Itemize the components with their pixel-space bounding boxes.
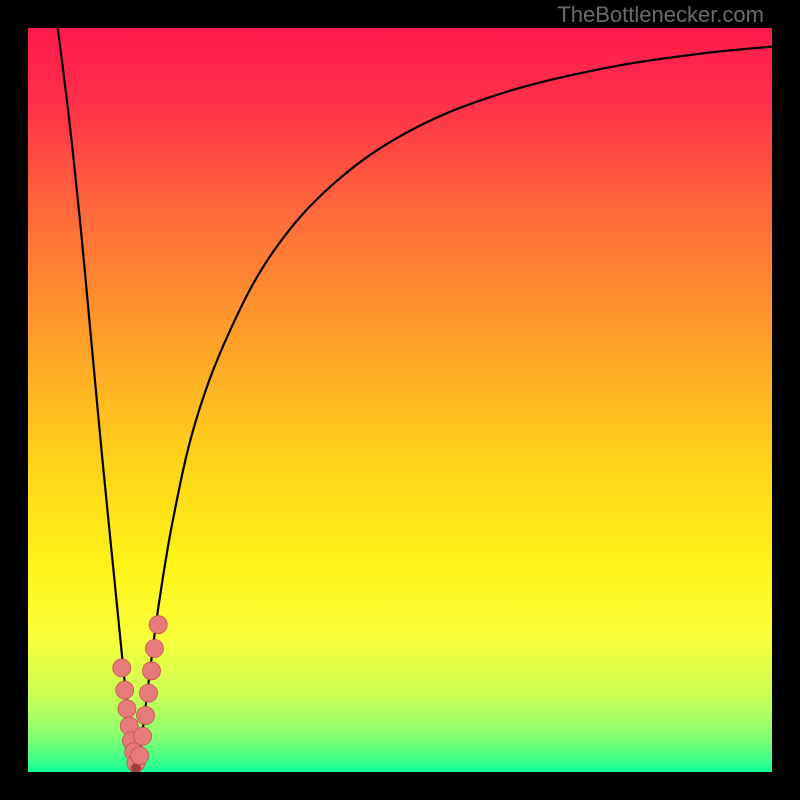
data-marker	[116, 681, 134, 699]
data-marker	[140, 684, 158, 702]
data-marker	[113, 659, 131, 677]
data-marker	[118, 700, 136, 718]
plot-area	[28, 28, 772, 772]
data-marker	[149, 616, 167, 634]
data-marker	[131, 747, 149, 765]
data-marker	[134, 727, 152, 745]
chart-svg	[28, 28, 772, 772]
watermark-text: TheBottlenecker.com	[557, 2, 764, 28]
chart-stage: TheBottlenecker.com	[0, 0, 800, 800]
bottleneck-curve	[58, 28, 772, 768]
data-marker	[145, 639, 163, 657]
data-marker	[143, 662, 161, 680]
data-marker	[137, 706, 155, 724]
